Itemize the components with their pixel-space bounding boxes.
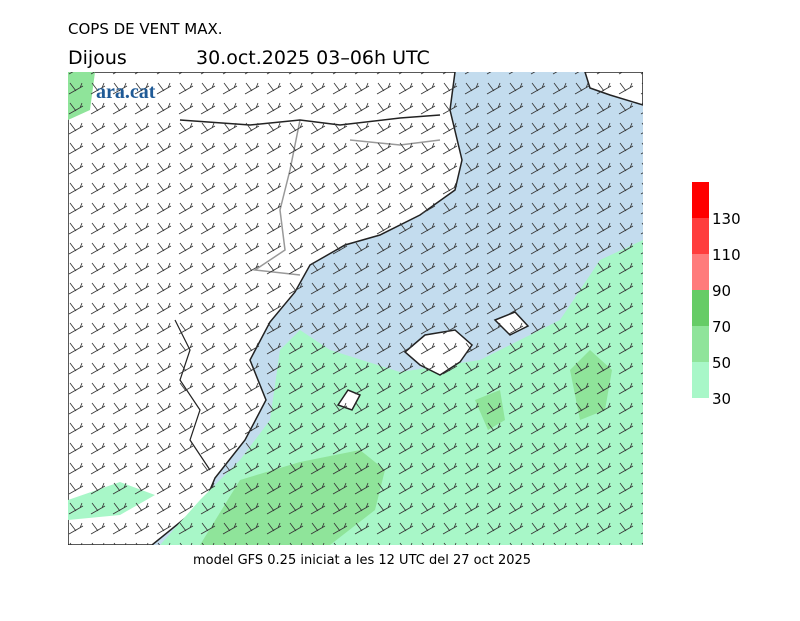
colorbar-band [692,254,709,290]
map-day: Dijous [68,47,127,69]
colorbar-band [692,362,709,398]
colorbar-label: 110 [712,246,741,264]
wind-barbs [68,72,643,545]
colorbar-label: 130 [712,210,741,228]
map-period: 30.oct.2025 03–06h UTC [196,47,430,69]
colorbar-label: 90 [712,282,731,300]
colorbar-label: 30 [712,390,731,408]
footer-note: model GFS 0.25 iniciat a les 12 UTC del … [193,553,531,568]
map-title: COPS DE VENT MAX. [68,20,223,38]
colorbar-label: 50 [712,354,731,372]
legend: 30 50 70 90 110 130 [692,182,741,408]
colorbar-band [692,290,709,326]
colorbar-band [692,326,709,362]
colorbar-band [692,182,709,218]
map-area [68,72,643,545]
logo: ara.cat [96,81,156,103]
colorbar-band [692,218,709,254]
colorbar-label: 70 [712,318,731,336]
